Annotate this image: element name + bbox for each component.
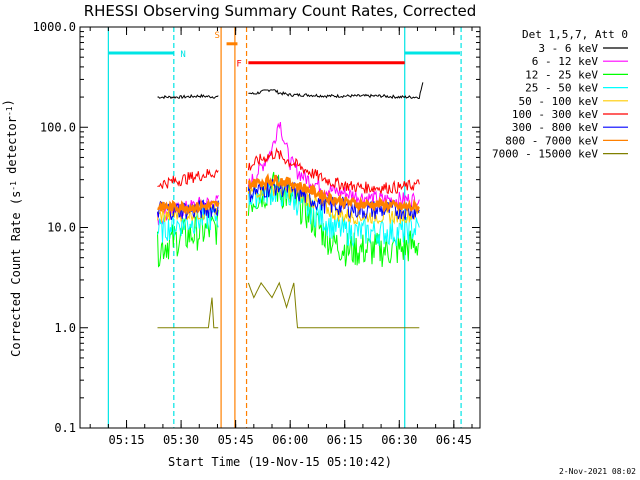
x-axis-label: Start Time (19-Nov-15 05:10:42)	[168, 455, 392, 469]
series-line	[157, 198, 220, 216]
series-line	[247, 281, 420, 329]
x-tick-label: 06:00	[272, 433, 308, 447]
legend-label: 100 - 300 keV	[512, 108, 598, 121]
legend-label: 300 - 800 keV	[512, 121, 598, 134]
x-tick-label: 05:30	[163, 433, 199, 447]
y-tick-label: 100.0	[40, 120, 76, 134]
x-tick-label: 05:45	[218, 433, 254, 447]
legend-header: Det 1,5,7, Att 0	[522, 28, 628, 41]
legend-label: 50 - 100 keV	[519, 95, 599, 108]
series-line	[247, 147, 420, 195]
flag-layer: N S F	[107, 27, 462, 428]
series-line	[157, 93, 219, 100]
series-line	[157, 168, 219, 189]
legend-label: 6 - 12 keV	[532, 55, 599, 68]
x-tick-label: 06:30	[381, 433, 417, 447]
series-line	[157, 209, 219, 268]
y-tick-label: 10.0	[47, 221, 76, 235]
legend-label: 7000 - 15000 keV	[492, 148, 598, 161]
axis-layer: 1000.0 100.0 10.0 1.0 0.1 05:15 05:30 05:45 06:0…	[33, 20, 481, 447]
x-tick-label: 06:15	[327, 433, 363, 447]
axis-frame	[79, 26, 481, 429]
y-tick-label: 1.0	[54, 321, 76, 335]
y-tick-label: 0.1	[54, 421, 76, 435]
flag-label: N	[180, 50, 185, 60]
legend-label: 25 - 50 keV	[525, 82, 598, 95]
legend-label: 3 - 6 keV	[538, 42, 598, 55]
series-layer	[157, 82, 424, 329]
x-tick-label: 06:45	[436, 433, 472, 447]
legend-label: 12 - 25 keV	[525, 68, 598, 81]
flag-label: F	[236, 60, 241, 70]
flag-label: S	[215, 31, 220, 41]
x-tick-label: 05:15	[108, 433, 144, 447]
y-tick-label: 1000.0	[33, 20, 76, 34]
footer-date: 2-Nov-2021 08:02	[559, 467, 636, 476]
series-line	[248, 82, 424, 100]
legend-label: 800 - 7000 keV	[505, 134, 598, 147]
chart-title: RHESSI Observing Summary Count Rates, Co…	[84, 2, 477, 20]
y-axis-label: Corrected Count Rate (s-1 detector-1)	[1, 99, 23, 357]
series-line	[157, 297, 219, 329]
series-line	[247, 172, 421, 213]
